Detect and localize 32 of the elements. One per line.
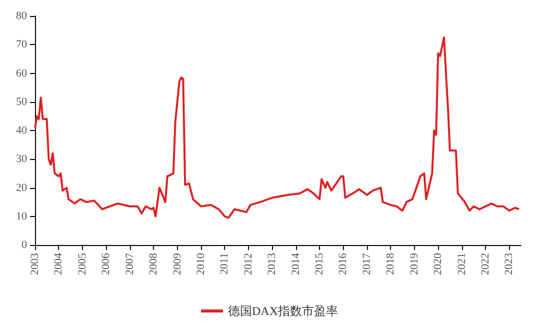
x-tick-label: 2022 (480, 253, 492, 275)
y-tick-label: 80 (16, 10, 28, 22)
x-tick-label: 2009 (171, 252, 184, 275)
x-tick-label: 2010 (195, 252, 208, 275)
y-tick-label: 50 (16, 96, 28, 108)
x-tick-label: 2015 (314, 252, 326, 275)
x-tick-label: 2014 (290, 252, 302, 275)
x-tick-label: 2017 (361, 252, 374, 275)
legend-label: 德国DAX指数市盈率 (228, 304, 338, 318)
y-tick-label: 40 (16, 124, 28, 136)
x-tick-label: 2012 (242, 253, 254, 275)
y-tick-label: 10 (16, 210, 28, 222)
x-tick-label: 2005 (76, 252, 88, 275)
y-tick-label: 60 (16, 67, 28, 80)
x-tick-label: 2018 (384, 252, 397, 275)
x-tick-label: 2006 (100, 252, 112, 275)
x-tick-label: 2008 (148, 252, 160, 275)
y-tick-label: 20 (16, 182, 28, 194)
x-tick-label: 2003 (29, 252, 41, 275)
y-tick-label: 70 (16, 38, 28, 51)
x-tick-label: 2016 (337, 252, 350, 275)
y-tick-label: 0 (22, 239, 28, 251)
x-tick-label: 2021 (456, 253, 468, 275)
y-tick-label: 30 (16, 153, 28, 166)
x-tick-label: 2004 (52, 252, 65, 275)
line-series (34, 36, 520, 219)
x-tick-label: 2013 (266, 252, 278, 275)
x-tick-label: 2007 (124, 252, 136, 275)
x-tick-label: 2023 (503, 252, 516, 275)
x-tick-label: 2020 (432, 252, 444, 275)
x-tick-label: 2011 (218, 253, 231, 275)
x-tick-label: 2019 (408, 252, 420, 275)
